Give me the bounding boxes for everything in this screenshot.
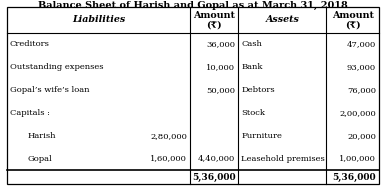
- Text: 4,40,000: 4,40,000: [198, 155, 235, 163]
- Text: 36,000: 36,000: [207, 41, 235, 48]
- Text: Cash: Cash: [241, 41, 262, 48]
- Text: Outstanding expenses: Outstanding expenses: [10, 63, 103, 71]
- Text: Leasehold premises: Leasehold premises: [241, 155, 325, 163]
- Text: 2,80,000: 2,80,000: [150, 132, 187, 140]
- Text: Amount: Amount: [193, 11, 235, 20]
- Text: Gopal’s wife’s loan: Gopal’s wife’s loan: [10, 86, 90, 94]
- Text: Assets: Assets: [265, 16, 299, 25]
- Text: 76,000: 76,000: [347, 86, 376, 94]
- Text: Capitals :: Capitals :: [10, 109, 50, 117]
- Text: 47,000: 47,000: [347, 41, 376, 48]
- Text: Liabilities: Liabilities: [72, 16, 125, 25]
- Text: (₹): (₹): [345, 21, 361, 30]
- Text: (₹): (₹): [207, 21, 222, 30]
- Text: Bank: Bank: [241, 63, 263, 71]
- Text: Harish: Harish: [28, 132, 56, 140]
- Text: Gopal: Gopal: [28, 155, 53, 163]
- Text: Furniture: Furniture: [241, 132, 282, 140]
- Text: 1,60,000: 1,60,000: [150, 155, 187, 163]
- Text: 20,000: 20,000: [347, 132, 376, 140]
- Text: 93,000: 93,000: [347, 63, 376, 71]
- Text: Debtors: Debtors: [241, 86, 275, 94]
- Text: 5,36,000: 5,36,000: [332, 172, 376, 181]
- Text: Amount: Amount: [332, 11, 374, 20]
- Text: 5,36,000: 5,36,000: [192, 172, 235, 181]
- Text: 50,000: 50,000: [207, 86, 235, 94]
- Text: Balance Sheet of Harish and Gopal as at March 31, 2018: Balance Sheet of Harish and Gopal as at …: [38, 1, 348, 10]
- Text: Creditors: Creditors: [10, 41, 50, 48]
- Text: 1,00,000: 1,00,000: [339, 155, 376, 163]
- Text: 10,000: 10,000: [207, 63, 235, 71]
- Text: Stock: Stock: [241, 109, 266, 117]
- Text: 2,00,000: 2,00,000: [339, 109, 376, 117]
